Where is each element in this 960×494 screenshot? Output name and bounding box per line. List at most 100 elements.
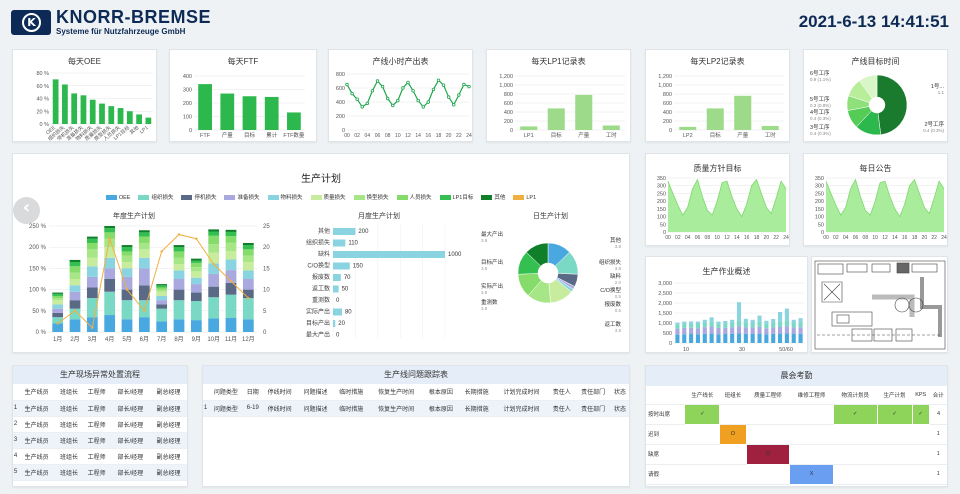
yearly-stack-segment xyxy=(225,236,237,243)
table-row[interactable]: 按时出席 ✓ ✓ ✓ ✓ 4 xyxy=(646,403,947,425)
lp1-bar xyxy=(547,108,565,130)
ftf-ytick: 400 xyxy=(183,74,192,80)
target-time-label: 1号... xyxy=(931,83,945,90)
attendance-cell xyxy=(684,424,720,445)
yearly-stack-segment xyxy=(121,245,133,248)
yearly-stack-segment xyxy=(86,266,98,277)
legend-item[interactable]: 人员损失 xyxy=(396,195,432,201)
legend-item[interactable]: 换型损失 xyxy=(353,195,389,201)
target-time-value: 0.3 (0.8%) xyxy=(810,103,831,108)
yearly-stack-segment xyxy=(86,257,98,267)
yearly-stack-segment xyxy=(52,323,64,332)
table-row[interactable]: 4 生产线员 班组长 工程师 部长/经理 副总经理 xyxy=(13,448,187,465)
yearly-stack-segment xyxy=(86,276,98,288)
oee-ytick: 0 % xyxy=(40,122,50,128)
lp2-xtick: 产量 xyxy=(737,131,749,139)
daily-value: 3.8 xyxy=(615,328,622,333)
target-time-panel: 产线目标时间 6号工序 0.9 (1.1%) 5号工序 0.3 (0.8%) 4号工序 0… xyxy=(803,49,948,142)
status-stack-segment xyxy=(757,333,762,343)
yearly-stack-segment xyxy=(86,287,98,299)
yearly-y2tick: 5 xyxy=(263,309,267,315)
yearly-stack-segment xyxy=(225,259,237,271)
legend-item[interactable]: 物料损失 xyxy=(267,195,303,201)
status-stack-segment xyxy=(675,324,680,329)
yearly-ytick: 0 % xyxy=(36,330,47,336)
yearly-xtick: 7月 xyxy=(157,336,166,343)
lp2-bar xyxy=(706,108,724,130)
legend-item[interactable]: OEE xyxy=(105,195,130,201)
table-row[interactable]: 1 问题类型 6-19 停线时间 问题描述 临时措施 恢复生产时间 根本原因 长期措施 计划完成时… xyxy=(203,400,629,417)
issues-header: 责任人 xyxy=(548,384,576,401)
legend-label: 人员损失 xyxy=(409,195,432,201)
yearly-stack-segment xyxy=(104,257,116,269)
legend-item[interactable]: 准备损失 xyxy=(224,195,260,201)
yearly-stack-segment xyxy=(121,251,133,256)
legend-item[interactable]: 停机损失 xyxy=(181,195,216,201)
yearly-xtick: 1月 xyxy=(53,336,62,343)
oee-xtick: 其他 xyxy=(128,124,140,136)
status-stack-segment xyxy=(764,328,769,335)
issues-header: 临时措施 xyxy=(333,384,370,401)
yearly-y2tick: 15 xyxy=(263,266,270,272)
attendance-total: 4 xyxy=(929,404,947,425)
attendance-cell xyxy=(789,404,834,425)
status-stack-segment xyxy=(791,327,796,334)
legend-item[interactable]: 组织损失 xyxy=(138,195,173,201)
yearly-lp1-point xyxy=(73,309,77,312)
lp2-ytick: 800 xyxy=(663,92,672,98)
legend-item[interactable]: LP1 xyxy=(513,195,536,201)
yearly-stack-segment xyxy=(242,249,254,256)
daily-value: 2.0 xyxy=(615,280,622,285)
lp1-bar xyxy=(602,125,620,130)
oee-bar xyxy=(52,79,59,124)
attendance-header: 生产线长 xyxy=(684,386,720,405)
yearly-lp1-point xyxy=(56,322,59,325)
hourly-point xyxy=(421,105,425,109)
table-row[interactable]: 5 生产线员 班组长 工程师 部长/经理 副总经理 xyxy=(13,464,187,481)
carousel-prev-button[interactable]: ‹ xyxy=(13,197,40,224)
yearly-stack-segment xyxy=(208,229,220,232)
notice-xtick: 18 xyxy=(912,235,918,241)
yearly-lp1-line xyxy=(57,233,249,329)
daily-label: 目标产出 xyxy=(481,258,503,266)
quality-xtick: 06 xyxy=(695,235,701,241)
legend-item[interactable]: 其他 xyxy=(481,195,505,201)
table-row[interactable]: 缺席 O 1 xyxy=(646,443,947,465)
legend-item[interactable]: 质量损失 xyxy=(310,195,346,201)
table-row[interactable]: 1 生产线员 班组长 工程师 部长/经理 副总经理 xyxy=(13,400,187,417)
attendance-cell xyxy=(789,424,834,445)
plan-title: 生产计划 xyxy=(301,174,341,185)
table-row[interactable]: 2 生产线员 班组长 工程师 部长/经理 副总经理 xyxy=(13,416,187,433)
daily-label: 返工数 xyxy=(604,320,621,328)
table-row[interactable]: 请假 X 1 xyxy=(646,463,947,485)
brand-name: KNORR-BREMSE xyxy=(56,7,212,27)
quality-xtick: 14 xyxy=(734,235,740,241)
monthly-title: 月度生产计划 xyxy=(358,213,400,220)
table-row[interactable]: 3 生产线员 班组长 工程师 部长/经理 副总经理 xyxy=(13,432,187,449)
yearly-stack-segment xyxy=(208,263,220,274)
status-stack-segment xyxy=(771,322,776,328)
daily-value: 3.8 xyxy=(615,266,622,271)
escalation-cell: 副总经理 xyxy=(150,400,187,417)
attendance-total: 1 xyxy=(929,424,947,445)
knorr-k-logo-icon: K xyxy=(11,10,51,35)
hourly-point xyxy=(391,103,395,108)
legend-item[interactable]: LP1目标 xyxy=(439,195,473,201)
yearly-stack-segment xyxy=(69,262,81,267)
yearly-stack-segment xyxy=(86,317,98,332)
quality-ytick: 150 xyxy=(657,207,666,213)
monthly-category: 目标产出 xyxy=(306,319,330,327)
hourly-point xyxy=(411,89,415,93)
hourly-ytick: 800 xyxy=(336,72,345,78)
oee-ytick: 40 % xyxy=(36,97,49,103)
status-stack-segment xyxy=(736,320,742,327)
monthly-category: 报废数 xyxy=(312,273,330,281)
escalation-cell: 2 xyxy=(13,416,19,433)
table-row[interactable]: 迟到 O 1 xyxy=(646,423,947,445)
escalation-cell: 生产线员 xyxy=(18,448,56,465)
status-stack-segment xyxy=(784,326,789,334)
status-stack-segment xyxy=(736,302,742,321)
daily-notice-panel: 每日公告 0 50 100 150 200 250 300 350 00 02 04 06 08 10 12… xyxy=(803,153,948,246)
yearly-stack-segment xyxy=(156,285,168,288)
status-stack-segment xyxy=(730,333,735,343)
